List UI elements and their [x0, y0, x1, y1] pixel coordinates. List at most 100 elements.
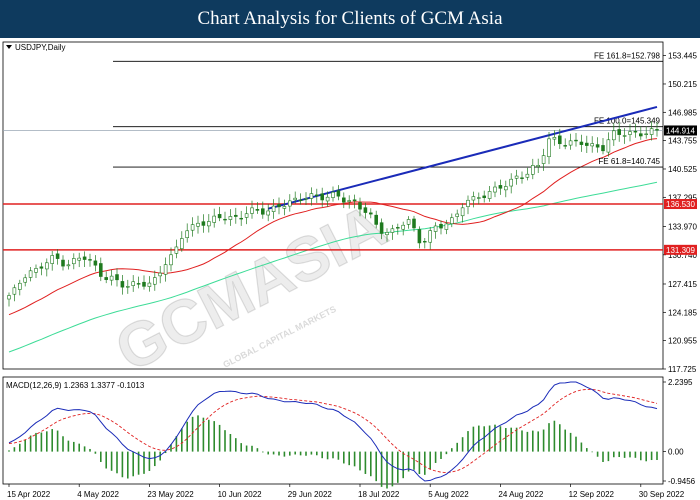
- macd-histogram-bar: [218, 424, 221, 452]
- macd-histogram-bar: [359, 451, 361, 471]
- last-price-label: 144.914: [666, 126, 695, 135]
- macd-histogram-bar: [645, 451, 647, 462]
- candle-body: [158, 272, 162, 277]
- candle-body: [412, 218, 416, 229]
- x-tick-label: 15 Apr 2022: [7, 490, 51, 499]
- candle-body: [147, 282, 152, 287]
- macd-histogram-bar: [256, 448, 259, 452]
- candle-body: [190, 224, 195, 231]
- candle-body: [23, 277, 27, 283]
- candle-body: [460, 207, 465, 217]
- candle-body: [126, 286, 130, 288]
- macd-pane: 2.2395 0.00 -0.9456 MACD(12,26,9) 1.2363 1.…: [2, 376, 696, 489]
- macd-histogram-bar: [640, 451, 642, 461]
- candle-body: [595, 144, 600, 148]
- x-tick-label: 23 May 2022: [147, 490, 194, 499]
- macd-histogram-bar: [294, 451, 296, 455]
- candle-body: [585, 142, 589, 146]
- symbol-label: USDJPY,Daily: [15, 43, 66, 52]
- macd-histogram-bar: [321, 451, 323, 459]
- price-y-tick-label: 120.955: [668, 337, 697, 346]
- macd-histogram-bar: [407, 451, 410, 472]
- candle-body: [369, 212, 373, 215]
- level-price-label: 136.530: [666, 200, 695, 209]
- candle-body: [417, 229, 422, 244]
- candle-body: [99, 263, 103, 277]
- macd-histogram-bar: [251, 445, 253, 452]
- candle-body: [509, 178, 513, 187]
- candle-body: [606, 139, 611, 153]
- macd-histogram-bar: [186, 421, 188, 452]
- macd-histogram-bar: [445, 451, 448, 455]
- macd-histogram-bar: [537, 431, 539, 452]
- candle-body: [12, 287, 17, 295]
- macd-histogram-bar: [299, 451, 302, 456]
- macd-histogram-bar: [132, 451, 134, 477]
- candle-body: [536, 165, 540, 167]
- candle-body: [520, 177, 524, 179]
- candle-body: [331, 191, 335, 198]
- macd-histogram-bar: [564, 429, 566, 452]
- candle-body: [601, 145, 605, 152]
- macd-histogram-bar: [143, 451, 145, 474]
- macd-histogram-bar: [337, 451, 340, 460]
- candle-body: [282, 206, 287, 209]
- candle-body: [390, 228, 395, 233]
- candle-body: [88, 259, 92, 261]
- price-pane-frame: [2, 41, 664, 370]
- candle-body: [455, 213, 459, 217]
- candle-body: [633, 130, 638, 133]
- macd-histogram-bar: [478, 425, 480, 452]
- candle-body: [617, 129, 621, 135]
- symbol-dropdown-icon: [6, 45, 12, 49]
- candle-body: [174, 246, 179, 254]
- candle-body: [104, 277, 108, 280]
- candle-body: [34, 268, 38, 273]
- macd-histogram-bar: [127, 451, 129, 479]
- candle-body: [223, 218, 227, 221]
- last-price-tag: [664, 125, 697, 136]
- candle-body: [131, 281, 135, 286]
- chart-title-banner: Chart Analysis for Clients of GCM Asia: [0, 0, 700, 38]
- macd-histogram-bar: [229, 434, 232, 452]
- macd-histogram-bar: [197, 415, 199, 452]
- candle-body: [304, 198, 308, 200]
- candle-body: [7, 295, 11, 300]
- macd-histogram-bar: [175, 436, 178, 452]
- macd-histogram-bar: [245, 445, 248, 452]
- price-y-tick-label: 127.415: [668, 280, 697, 289]
- candle-body: [558, 135, 562, 145]
- candle-body: [109, 275, 114, 281]
- candle-body: [201, 221, 206, 226]
- price-y-tick-label: 143.755: [668, 137, 697, 146]
- macd-histogram-bar: [267, 451, 269, 455]
- macd-histogram-bar: [559, 424, 561, 452]
- macd-histogram-bar: [505, 428, 507, 452]
- macd-histogram-bar: [499, 426, 502, 452]
- macd-histogram-bar: [429, 451, 431, 470]
- macd-histogram-bar: [364, 451, 367, 474]
- macd-histogram-bar: [397, 451, 399, 483]
- candle-body: [207, 221, 211, 227]
- candle-body: [574, 139, 578, 142]
- candle-body: [115, 274, 119, 281]
- candle-body: [482, 195, 486, 199]
- price-y-tick-label: 137.295: [668, 193, 697, 202]
- macd-histogram-bar: [110, 451, 113, 471]
- candle-body: [298, 199, 303, 202]
- macd-y-tick-label: 2.2395: [668, 378, 693, 387]
- candle-body: [217, 214, 222, 219]
- macd-signal-line: [8, 388, 658, 474]
- candle-body: [18, 282, 22, 290]
- macd-histogram-bar: [56, 430, 59, 452]
- price-y-tick-label: 124.185: [668, 308, 697, 317]
- candle-body: [428, 230, 432, 243]
- candle-body: [358, 202, 362, 210]
- macd-histogram-bar: [235, 438, 237, 452]
- macd-histogram-bar: [208, 419, 210, 452]
- candle-body: [525, 173, 530, 178]
- level-price-label: 131.309: [666, 246, 695, 255]
- candle-body: [136, 283, 141, 285]
- macd-histogram-bar: [375, 451, 377, 482]
- macd-histogram-bar: [316, 451, 318, 456]
